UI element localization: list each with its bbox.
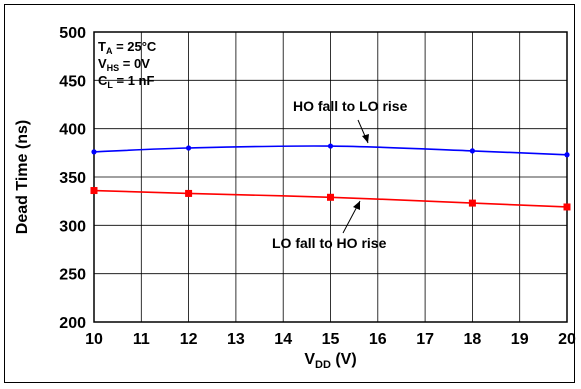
x-axis-label-sub: DD bbox=[315, 359, 331, 371]
y-tick-label: 200 bbox=[59, 315, 86, 332]
series-1-marker bbox=[327, 193, 334, 201]
x-axis-label-unit: (V) bbox=[331, 351, 357, 368]
series-0-marker bbox=[469, 148, 475, 154]
tick-labels: 10 11 12 13 14 15 16 17 18 19 20 200 250 300 350 400 450… bbox=[59, 25, 576, 348]
x-tick-label: 14 bbox=[274, 331, 292, 348]
x-tick-label: 12 bbox=[180, 331, 198, 348]
x-tick-label: 20 bbox=[558, 331, 576, 348]
chart-frame bbox=[4, 4, 575, 383]
x-axis-label-main: V bbox=[304, 351, 315, 368]
y-tick-label: 300 bbox=[59, 218, 86, 235]
annotation-lo-fall-ho-rise: LO fall to HO rise bbox=[272, 235, 387, 251]
x-tick-label: 13 bbox=[227, 331, 245, 348]
annotation-ho-arrowhead bbox=[362, 134, 369, 143]
condition-vhs: VHS = 0V bbox=[98, 56, 150, 73]
plot-area bbox=[93, 31, 568, 323]
series-0-marker bbox=[564, 152, 570, 158]
x-tick-label: 19 bbox=[511, 331, 529, 348]
series-0-marker bbox=[186, 145, 192, 151]
annotation-ho-fall-lo-rise: HO fall to LO rise bbox=[293, 98, 408, 114]
y-tick-label: 400 bbox=[59, 122, 86, 139]
series-1-marker bbox=[563, 203, 571, 211]
x-tick-label: 15 bbox=[322, 331, 340, 348]
series-layer bbox=[90, 143, 571, 211]
test-conditions: TA = 25°C VHS = 0V CL = 1 nF bbox=[98, 39, 157, 90]
y-tick-label: 450 bbox=[59, 73, 86, 90]
x-tick-label: 17 bbox=[416, 331, 434, 348]
x-tick-label: 10 bbox=[85, 331, 103, 348]
series-1-marker bbox=[90, 187, 98, 195]
y-axis-label: Dead Time (ns) bbox=[14, 120, 31, 234]
series-1-marker bbox=[185, 189, 193, 197]
condition-ta: TA = 25°C bbox=[98, 39, 157, 56]
y-tick-label: 350 bbox=[59, 170, 86, 187]
x-tick-label: 18 bbox=[464, 331, 482, 348]
y-tick-label: 500 bbox=[59, 25, 86, 42]
series-1-marker bbox=[468, 199, 476, 207]
y-tick-label: 250 bbox=[59, 267, 86, 284]
condition-cl: CL = 1 nF bbox=[98, 73, 154, 90]
x-tick-label: 16 bbox=[369, 331, 387, 348]
x-axis-label: VDD (V) bbox=[304, 351, 356, 371]
series-0-marker bbox=[327, 143, 334, 149]
series-0-marker bbox=[91, 149, 97, 155]
grid-lines bbox=[93, 31, 568, 323]
x-tick-label: 11 bbox=[133, 331, 150, 348]
annotation-lo-arrowhead bbox=[353, 201, 360, 210]
